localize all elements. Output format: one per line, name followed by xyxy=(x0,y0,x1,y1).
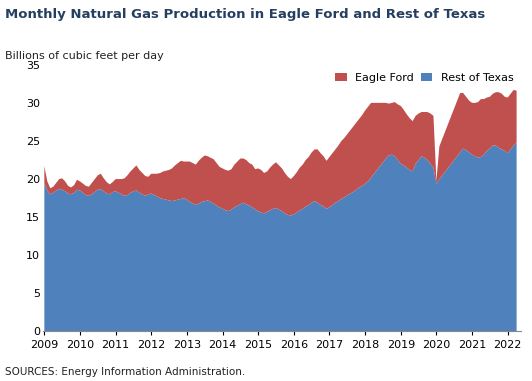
Text: SOURCES: Energy Information Administration.: SOURCES: Energy Information Administrati… xyxy=(5,367,246,377)
Text: Monthly Natural Gas Production in Eagle Ford and Rest of Texas: Monthly Natural Gas Production in Eagle … xyxy=(5,8,486,21)
Text: Billions of cubic feet per day: Billions of cubic feet per day xyxy=(5,51,164,61)
Legend: Eagle Ford, Rest of Texas: Eagle Ford, Rest of Texas xyxy=(331,68,518,87)
